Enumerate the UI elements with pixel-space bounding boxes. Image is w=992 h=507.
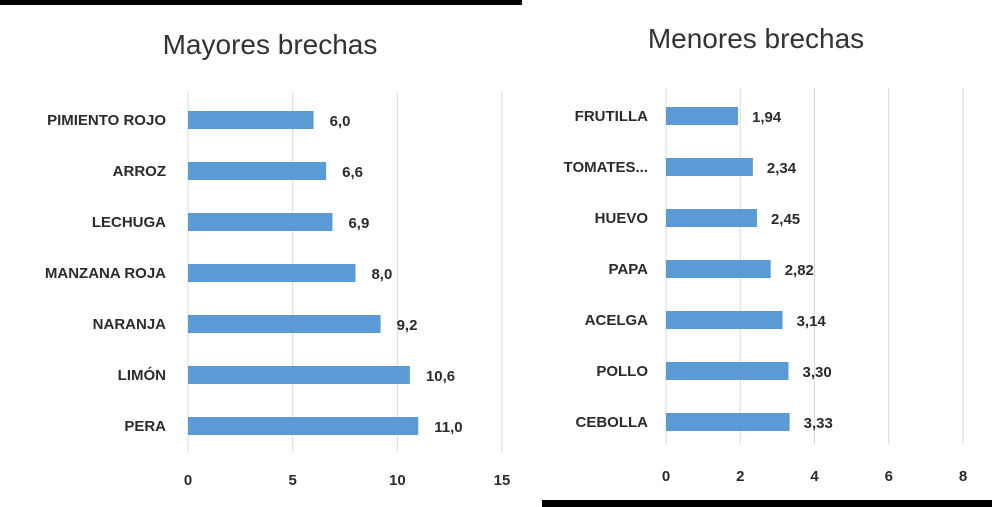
x-tick-label: 2 <box>736 468 744 485</box>
data-label: 2,34 <box>767 160 797 177</box>
data-label: 3,30 <box>803 364 832 381</box>
data-label: 6,6 <box>342 164 363 181</box>
bar <box>188 366 410 384</box>
bar <box>666 413 790 431</box>
bar <box>666 260 771 278</box>
bar <box>666 311 783 329</box>
x-tick-label: 4 <box>810 468 819 485</box>
chart-menores-brechas: Menores brechas FRUTILLA 1,94 TOMATES... 2,… <box>526 0 992 507</box>
data-label: 6,9 <box>348 215 369 232</box>
x-tick-label: 0 <box>184 472 192 489</box>
chart-mayores-brechas: Mayores brechas PIMIENTO ROJO 6,0 ARROZ 6,6… <box>0 0 522 489</box>
chart-title: Mayores brechas <box>163 29 378 60</box>
data-label: 8,0 <box>371 266 392 283</box>
bar <box>188 417 419 435</box>
data-label: 9,2 <box>397 317 418 334</box>
chart-title: Menores brechas <box>648 23 864 54</box>
category-label: LECHUGA <box>92 214 166 231</box>
bar <box>666 362 789 380</box>
x-tick-label: 8 <box>959 468 967 485</box>
category-label: CEBOLLA <box>576 414 649 431</box>
category-label: ACELGA <box>585 312 649 329</box>
category-label: LIMÓN <box>118 366 166 384</box>
data-label: 2,45 <box>771 211 800 228</box>
x-tick-label: 10 <box>389 472 406 489</box>
bottom-border <box>542 500 992 507</box>
data-label: 3,33 <box>804 415 833 432</box>
data-label: 11,0 <box>434 419 462 436</box>
bar <box>188 111 314 129</box>
bar <box>188 162 327 180</box>
bar <box>666 158 753 176</box>
bar <box>666 209 757 227</box>
x-tick-label: 0 <box>662 468 670 485</box>
bar <box>188 315 381 333</box>
data-label: 10,6 <box>426 368 455 385</box>
category-label: MANZANA ROJA <box>45 265 166 282</box>
chart-mayores-brechas-svg: Mayores brechas PIMIENTO ROJO 6,0 ARROZ 6,6… <box>45 29 511 489</box>
category-label: ARROZ <box>113 163 166 180</box>
data-label: 3,14 <box>797 313 827 330</box>
x-tick-label: 5 <box>288 472 296 489</box>
category-label: PERA <box>124 418 166 435</box>
bar <box>666 107 739 125</box>
data-label: 1,94 <box>752 109 782 126</box>
category-label: TOMATES... <box>564 159 648 176</box>
category-label: PIMIENTO ROJO <box>47 112 166 129</box>
category-label: POLLO <box>596 363 648 380</box>
data-label: 6,0 <box>330 113 351 130</box>
x-tick-label: 6 <box>885 468 893 485</box>
bar <box>188 264 356 282</box>
x-tick-label: 15 <box>494 472 511 489</box>
category-label: PAPA <box>609 261 649 278</box>
category-label: FRUTILLA <box>575 108 648 125</box>
top-border <box>0 0 522 5</box>
bar <box>188 213 333 231</box>
category-label: HUEVO <box>595 210 649 227</box>
data-label: 2,82 <box>785 262 814 279</box>
chart-menores-brechas-svg: Menores brechas FRUTILLA 1,94 TOMATES... 2,… <box>564 23 968 485</box>
category-label: NARANJA <box>93 316 167 333</box>
